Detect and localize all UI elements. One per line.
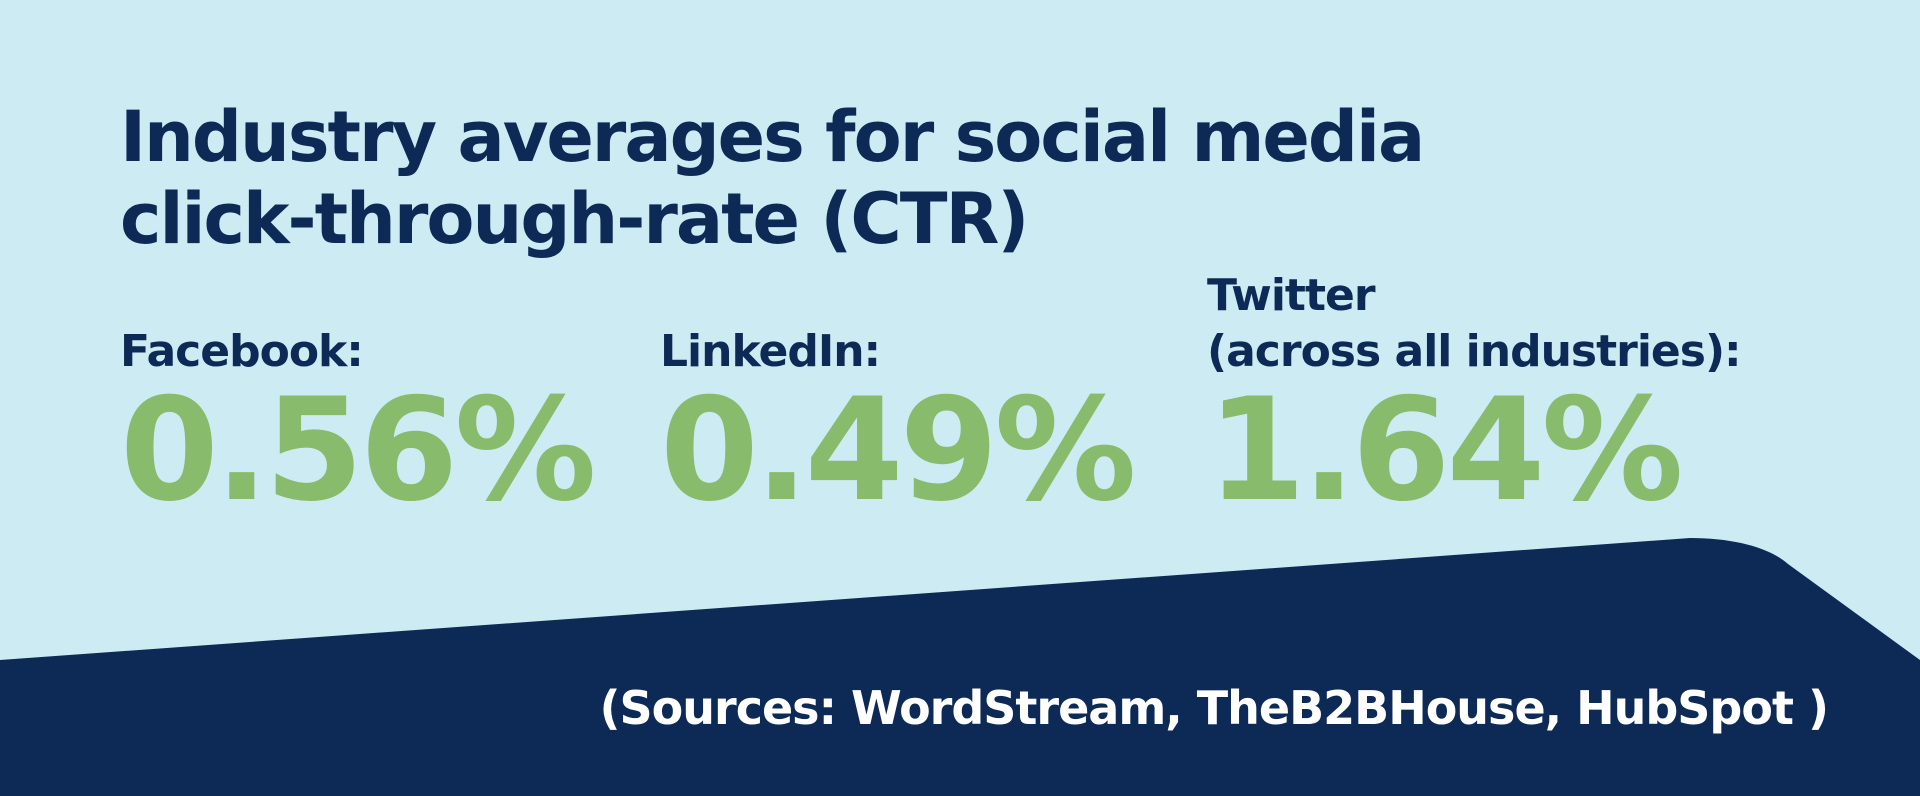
stat-label-line-1	[120, 268, 593, 324]
stat-label-line-1	[660, 268, 1133, 324]
stat-value-linkedin: 0.49%	[660, 368, 1137, 533]
stat-value-facebook: 0.56%	[120, 368, 597, 533]
stat-label-twitter: Twitter (across all industries):	[1207, 268, 1742, 380]
stat-label-line-2: Facebook:	[120, 326, 364, 377]
sources-footer: (Sources: WordStream, TheB2BHouse, HubSp…	[599, 681, 1829, 735]
title-line-1: Industry averages for social media	[120, 96, 1425, 178]
stat-value-twitter: 1.64%	[1207, 368, 1684, 533]
page-title: Industry averages for social media click…	[120, 96, 1425, 260]
stat-facebook: Facebook: 0.56%	[120, 268, 597, 533]
stat-label-linkedin: LinkedIn:	[660, 268, 1133, 380]
stat-twitter: Twitter (across all industries): 1.64%	[1207, 268, 1742, 533]
stat-label-line-2: (across all industries):	[1207, 326, 1742, 377]
stat-label-line-1: Twitter	[1207, 270, 1376, 321]
stat-label-facebook: Facebook:	[120, 268, 593, 380]
stat-label-line-2: LinkedIn:	[660, 326, 881, 377]
stat-linkedin: LinkedIn: 0.49%	[660, 268, 1137, 533]
title-line-2: click-through-rate (CTR)	[120, 178, 1029, 260]
